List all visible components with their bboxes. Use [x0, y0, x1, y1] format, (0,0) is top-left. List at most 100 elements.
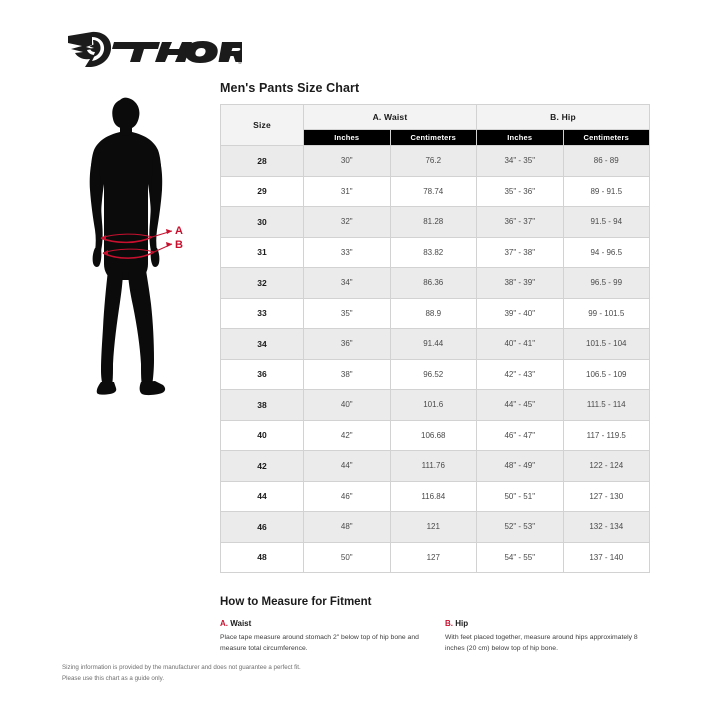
how-to-measure-waist: A. Waist Place tape measure around stoma…	[220, 619, 445, 654]
page-title: Men's Pants Size Chart	[220, 81, 360, 95]
table-row: 29 31" 78.74 35" - 36" 89 - 91.5	[220, 175, 650, 207]
cell-size: 29	[220, 175, 304, 207]
table-group-header-row: Size A. Waist B. Hip	[220, 104, 650, 146]
column-header-waist-centimeters: Centimeters	[389, 129, 477, 146]
cell-size: 42	[220, 450, 304, 482]
cell-hip-inches: 54" - 55"	[476, 541, 564, 573]
cell-hip-inches: 40" - 41"	[476, 328, 564, 360]
cell-size: 28	[220, 145, 304, 177]
table-row: 31 33" 83.82 37" - 38" 94 - 96.5	[220, 236, 650, 268]
table-body: 28 30" 76.2 34" - 35" 86 - 89 29 31" 78.74 35" -…	[220, 145, 650, 573]
cell-hip-centimeters: 96.5 - 99	[562, 267, 650, 299]
cell-waist-inches: 34"	[303, 267, 391, 299]
table-row: 38 40" 101.6 44" - 45" 111.5 - 114	[220, 389, 650, 421]
how-to-measure-waist-heading: A. Waist	[220, 619, 445, 628]
how-to-measure-waist-text: Place tape measure around stomach 2" bel…	[220, 634, 419, 653]
table-row: 46 48" 121 52" - 53" 132 - 134	[220, 511, 650, 543]
cell-waist-centimeters: 76.2	[389, 145, 477, 177]
cell-waist-centimeters: 101.6	[389, 389, 477, 421]
cell-hip-centimeters: 127 - 130	[562, 480, 650, 512]
disclaimer-line-2: Please use this chart as a guide only.	[62, 674, 165, 682]
cell-waist-inches: 36"	[303, 328, 391, 360]
cell-hip-centimeters: 86 - 89	[562, 145, 650, 177]
table-row: 40 42" 106.68 46" - 47" 117 - 119.5	[220, 419, 650, 451]
brand-logo: ®	[62, 28, 242, 72]
table-row: 34 36" 91.44 40" - 41" 101.5 - 104	[220, 328, 650, 360]
cell-hip-inches: 42" - 43"	[476, 358, 564, 390]
cell-hip-inches: 36" - 37"	[476, 206, 564, 238]
how-to-measure-title: How to Measure for Fitment	[220, 596, 372, 608]
table-head: Size A. Waist B. Hip Inches Centimeters …	[220, 104, 650, 146]
size-chart-table: Size A. Waist B. Hip Inches Centimeters …	[220, 104, 650, 573]
cell-waist-centimeters: 116.84	[389, 480, 477, 512]
cell-hip-centimeters: 99 - 101.5	[562, 297, 650, 329]
column-header-hip-inches: Inches	[476, 129, 564, 146]
cell-hip-inches: 35" - 36"	[476, 175, 564, 207]
cell-hip-centimeters: 106.5 - 109	[562, 358, 650, 390]
cell-size: 40	[220, 419, 304, 451]
cell-waist-centimeters: 106.68	[389, 419, 477, 451]
how-to-measure-section: How to Measure for Fitment A. Waist Plac…	[220, 596, 660, 654]
size-chart-table-container: Size A. Waist B. Hip Inches Centimeters …	[220, 104, 650, 573]
hip-name: Hip	[455, 619, 469, 628]
hip-mark: B.	[445, 619, 453, 628]
male-silhouette-icon: A B	[89, 97, 183, 396]
cell-waist-inches: 33"	[303, 236, 391, 268]
cell-waist-centimeters: 96.52	[389, 358, 477, 390]
cell-hip-centimeters: 122 - 124	[562, 450, 650, 482]
cell-waist-inches: 31"	[303, 175, 391, 207]
cell-hip-inches: 37" - 38"	[476, 236, 564, 268]
waist-mark: A.	[220, 619, 228, 628]
cell-size: 30	[220, 206, 304, 238]
column-group-hip: B. Hip	[476, 104, 650, 130]
cell-hip-centimeters: 137 - 140	[562, 541, 650, 573]
cell-hip-centimeters: 132 - 134	[562, 511, 650, 543]
column-header-waist-inches: Inches	[303, 129, 391, 146]
table-unit-header-row: Inches Centimeters Inches Centimeters	[221, 129, 650, 146]
cell-waist-centimeters: 81.28	[389, 206, 477, 238]
cell-hip-inches: 46" - 47"	[476, 419, 564, 451]
cell-waist-inches: 40"	[303, 389, 391, 421]
cell-waist-inches: 46"	[303, 480, 391, 512]
cell-hip-centimeters: 117 - 119.5	[562, 419, 650, 451]
cell-size: 44	[220, 480, 304, 512]
body-measurement-figure: A B	[60, 92, 210, 412]
cell-waist-inches: 38"	[303, 358, 391, 390]
cell-waist-inches: 48"	[303, 511, 391, 543]
cell-waist-inches: 50"	[303, 541, 391, 573]
cell-waist-centimeters: 127	[389, 541, 477, 573]
cell-waist-centimeters: 88.9	[389, 297, 477, 329]
table-row: 42 44" 111.76 48" - 49" 122 - 124	[220, 450, 650, 482]
how-to-measure-hip: B. Hip With feet placed together, measur…	[445, 619, 660, 654]
cell-waist-centimeters: 83.82	[389, 236, 477, 268]
cell-waist-centimeters: 121	[389, 511, 477, 543]
cell-hip-inches: 48" - 49"	[476, 450, 564, 482]
cell-hip-centimeters: 101.5 - 104	[562, 328, 650, 360]
table-row: 36 38" 96.52 42" - 43" 106.5 - 109	[220, 358, 650, 390]
marker-label-a: A	[175, 225, 183, 237]
cell-size: 31	[220, 236, 304, 268]
cell-hip-centimeters: 94 - 96.5	[562, 236, 650, 268]
how-to-measure-hip-text: With feet placed together, measure aroun…	[445, 634, 638, 653]
marker-label-b: B	[175, 239, 183, 251]
cell-size: 32	[220, 267, 304, 299]
cell-hip-centimeters: 111.5 - 114	[562, 389, 650, 421]
cell-hip-centimeters: 89 - 91.5	[562, 175, 650, 207]
cell-waist-inches: 30"	[303, 145, 391, 177]
cell-waist-inches: 42"	[303, 419, 391, 451]
how-to-measure-hip-heading: B. Hip	[445, 619, 660, 628]
table-row: 28 30" 76.2 34" - 35" 86 - 89	[220, 145, 650, 177]
cell-size: 33	[220, 297, 304, 329]
cell-hip-centimeters: 91.5 - 94	[562, 206, 650, 238]
cell-hip-inches: 34" - 35"	[476, 145, 564, 177]
cell-waist-centimeters: 111.76	[389, 450, 477, 482]
table-row: 32 34" 86.36 38" - 39" 96.5 - 99	[220, 267, 650, 299]
cell-waist-inches: 35"	[303, 297, 391, 329]
table-row: 44 46" 116.84 50" - 51" 127 - 130	[220, 480, 650, 512]
table-row: 33 35" 88.9 39" - 40" 99 - 101.5	[220, 297, 650, 329]
disclaimer-note: Sizing information is provided by the ma…	[62, 663, 301, 685]
disclaimer-line-1: Sizing information is provided by the ma…	[62, 664, 301, 671]
table-row: 48 50" 127 54" - 55" 137 - 140	[220, 541, 650, 573]
cell-size: 46	[220, 511, 304, 543]
cell-hip-inches: 44" - 45"	[476, 389, 564, 421]
